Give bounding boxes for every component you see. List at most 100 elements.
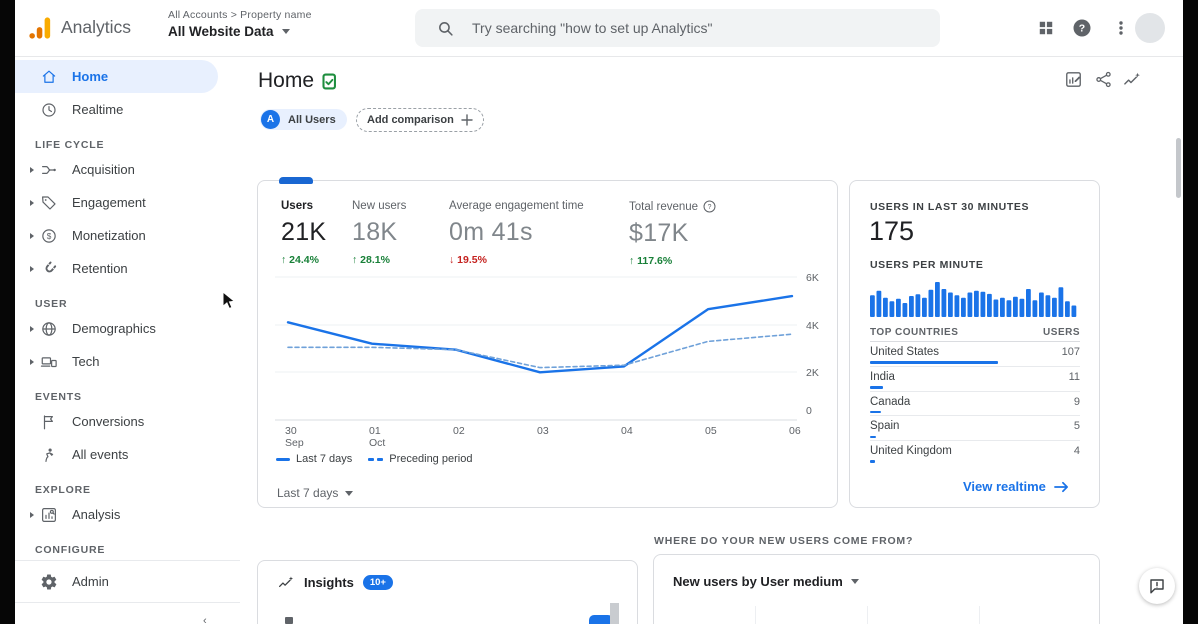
sidebar-item-all-events[interactable]: All events xyxy=(15,438,218,471)
metric-label: Total revenue? xyxy=(629,200,716,213)
country-row-spain: Spain 5 xyxy=(870,416,1080,442)
section-label-new-users: WHERE DO YOUR NEW USERS COME FROM? xyxy=(654,535,914,547)
svg-text:?: ? xyxy=(1079,23,1085,35)
country-row-united-states: United States 107 xyxy=(870,342,1080,367)
acquisition-icon xyxy=(40,161,58,179)
legend-swatch-dashed xyxy=(368,457,384,461)
screen-edge xyxy=(1183,0,1198,624)
apps-grid-icon[interactable] xyxy=(1038,20,1054,36)
metric-tab-average-engagement-time[interactable]: Average engagement time 0m 41s ↓ 19.5% xyxy=(449,200,584,266)
country-bar xyxy=(870,361,998,364)
insights-sparkle-icon xyxy=(278,576,294,588)
sidebar-item-label: Tech xyxy=(72,354,100,369)
help-icon[interactable]: ? xyxy=(703,200,716,213)
more-options-icon[interactable] xyxy=(1113,19,1129,37)
country-users: 107 xyxy=(1061,346,1080,358)
sidebar-item-analysis[interactable]: Analysis xyxy=(15,498,218,531)
expand-arrow-icon[interactable] xyxy=(24,325,40,332)
metric-label: New users xyxy=(352,200,406,212)
breadcrumb[interactable]: All Accounts > Property name All Website… xyxy=(168,9,312,39)
search-input[interactable]: Try searching "how to set up Analytics" xyxy=(415,9,940,47)
svg-text:06: 06 xyxy=(789,425,801,437)
tag-icon xyxy=(40,194,58,212)
chevron-down-icon xyxy=(281,29,290,34)
arrow-right-icon xyxy=(1053,481,1068,492)
expand-arrow-icon[interactable] xyxy=(24,232,40,239)
avatar[interactable] xyxy=(1135,13,1165,43)
date-range-dropdown[interactable]: Last 7 days xyxy=(277,486,354,500)
svg-text:04: 04 xyxy=(621,425,633,437)
add-comparison-button[interactable]: Add comparison xyxy=(356,108,484,132)
sidebar-item-home[interactable]: Home xyxy=(15,60,218,93)
metric-value: $17K xyxy=(629,219,689,247)
sidebar-item-label: Monetization xyxy=(72,228,146,243)
country-users: 5 xyxy=(1073,420,1080,433)
country-row-united-kingdom: United Kingdom 4 xyxy=(870,441,1080,465)
vertical-scrollbar[interactable] xyxy=(1176,138,1181,198)
countries-table-header: TOP COUNTRIES USERS xyxy=(870,327,1080,338)
new-users-medium-dropdown[interactable]: New users by User medium xyxy=(673,574,859,589)
help-icon[interactable]: ? xyxy=(1073,19,1091,37)
country-bar xyxy=(870,386,883,389)
realtime-users-value: 175 xyxy=(869,216,915,246)
sidebar-item-acquisition[interactable]: Acquisition xyxy=(15,153,218,186)
sidebar-collapse-icon[interactable]: ‹ xyxy=(203,615,207,624)
analysis-icon xyxy=(40,506,58,524)
svg-text:0: 0 xyxy=(806,405,812,417)
insights-count-badge: 10+ xyxy=(362,575,393,590)
sidebar-section-events: EVENTS xyxy=(35,391,82,403)
sidebar-item-label: Home xyxy=(72,69,109,84)
sidebar-item-label: All events xyxy=(72,447,129,462)
sidebar-item-demographics[interactable]: Demographics xyxy=(15,312,218,345)
expand-arrow-icon[interactable] xyxy=(24,199,40,206)
sidebar-item-conversions[interactable]: Conversions xyxy=(15,405,218,438)
insights-icon[interactable] xyxy=(1122,70,1142,89)
expand-arrow-icon[interactable] xyxy=(24,358,40,365)
devices-icon xyxy=(40,353,58,371)
metric-delta: ↑ 28.1% xyxy=(352,254,390,266)
metric-tab-total-revenue[interactable]: Total revenue? $17K ↑ 117.6% xyxy=(629,200,716,267)
comparison-label: All Users xyxy=(288,113,336,126)
flag-icon xyxy=(40,413,58,431)
feedback-bubble-icon xyxy=(1150,579,1164,594)
sidebar-item-label: Demographics xyxy=(72,321,156,336)
clock-icon xyxy=(40,101,58,119)
countries-table: United States 107 India 11 Canada 9 Spain 5 Unit… xyxy=(870,342,1080,465)
view-realtime-link[interactable]: View realtime xyxy=(963,479,1069,494)
person-icon xyxy=(40,446,58,464)
sidebar-item-label: Acquisition xyxy=(72,162,135,177)
metric-value: 21K xyxy=(281,218,327,246)
share-icon[interactable] xyxy=(1094,70,1113,89)
insights-illustration-fragment xyxy=(610,603,619,624)
metric-value: 0m 41s xyxy=(449,218,533,246)
metric-tab-users[interactable]: Users 21K ↑ 24.4% xyxy=(281,200,326,266)
google-analytics-logo-icon xyxy=(29,17,51,39)
country-users: 4 xyxy=(1073,445,1080,458)
gridline xyxy=(867,606,868,624)
metric-delta: ↑ 117.6% xyxy=(629,255,673,267)
metric-label-text: Users xyxy=(281,200,313,212)
sidebar-item-realtime[interactable]: Realtime xyxy=(15,93,218,126)
sidebar-item-monetization[interactable]: $ Monetization xyxy=(15,219,218,252)
metric-delta: ↓ 19.5% xyxy=(449,254,487,266)
globe-icon xyxy=(40,320,58,338)
sidebar-item-admin[interactable]: Admin xyxy=(15,565,218,598)
metric-tab-new-users[interactable]: New users 18K ↑ 28.1% xyxy=(352,200,406,266)
sidebar-item-engagement[interactable]: Engagement xyxy=(15,186,218,219)
sidebar-item-label: Realtime xyxy=(72,102,124,117)
sidebar-item-label: Admin xyxy=(72,574,109,589)
expand-arrow-icon[interactable] xyxy=(24,511,40,518)
screen-edge xyxy=(0,0,15,624)
sidebar-item-tech[interactable]: Tech xyxy=(15,345,218,378)
expand-arrow-icon[interactable] xyxy=(24,265,40,272)
feedback-button[interactable] xyxy=(1139,568,1175,604)
expand-arrow-icon[interactable] xyxy=(24,166,40,173)
property-selector-label[interactable]: All Website Data xyxy=(168,24,274,39)
comparison-chip-all-users[interactable]: A All Users xyxy=(260,109,347,130)
sidebar-section-user: USER xyxy=(35,298,68,310)
customize-report-icon[interactable] xyxy=(1064,70,1083,89)
svg-text:03: 03 xyxy=(537,425,549,437)
divider xyxy=(870,341,1080,342)
svg-text:$: $ xyxy=(47,232,52,241)
sidebar-item-retention[interactable]: Retention xyxy=(15,252,218,285)
